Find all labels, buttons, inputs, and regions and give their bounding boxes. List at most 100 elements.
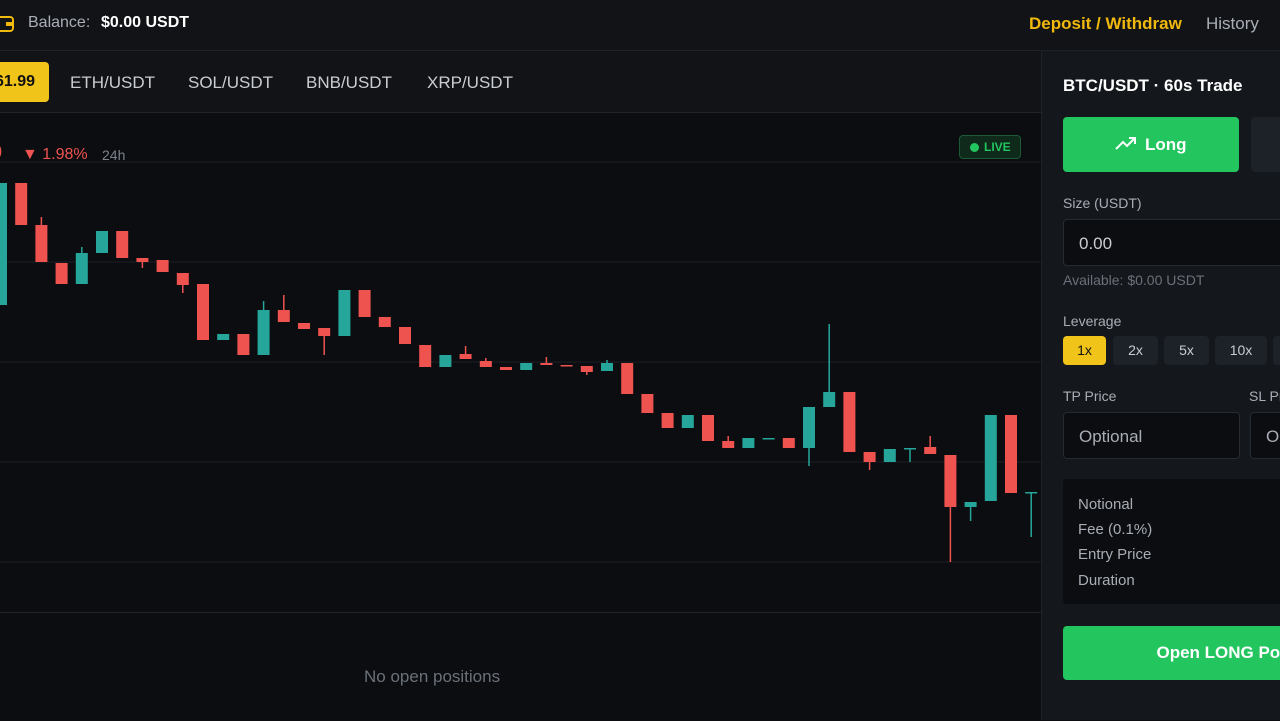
candle-body bbox=[136, 258, 149, 262]
candle-body bbox=[984, 415, 997, 501]
trend-icon bbox=[1115, 137, 1136, 150]
header: Balance: $0.00 USDT Deposit / Withdraw H… bbox=[0, 0, 1280, 51]
panel-title: BTC/USDT · 60s Trade bbox=[1063, 76, 1243, 95]
summary: Notional Fee (0.1%) Entry Price Duration bbox=[1063, 479, 1280, 604]
candle-body bbox=[399, 327, 411, 344]
leverage-option[interactable]: 5x bbox=[1164, 336, 1209, 365]
leverage-option[interactable]: 2x bbox=[1113, 336, 1158, 365]
trade-panel: BTC/USDT · 60s Trade Long Size (USDT) 0.… bbox=[1041, 51, 1280, 720]
candle-body bbox=[520, 363, 533, 370]
candle-body bbox=[75, 253, 88, 284]
candle-body bbox=[0, 183, 7, 305]
summary-item: Duration bbox=[1078, 572, 1135, 589]
price: 0 bbox=[0, 142, 2, 163]
candle-body bbox=[358, 290, 371, 317]
positions: No open positions bbox=[0, 612, 1041, 721]
wallet-icon bbox=[0, 16, 14, 32]
candle-body bbox=[782, 438, 795, 448]
candle-body bbox=[298, 323, 310, 329]
candle-body bbox=[904, 448, 916, 450]
size-input[interactable]: 0.00 bbox=[1063, 219, 1280, 266]
leverage-option[interactable]: 1x bbox=[1063, 336, 1106, 365]
tabs: 61.99 ETH/USDT SOL/USDT BNB/USDT XRP/USD… bbox=[0, 51, 1041, 113]
tp-placeholder: Optional bbox=[1079, 427, 1143, 446]
candle-body bbox=[459, 354, 472, 359]
candle-body bbox=[681, 415, 694, 428]
candle-body bbox=[217, 334, 230, 340]
balance: $0.00 USDT bbox=[101, 14, 190, 31]
candle-body bbox=[479, 361, 492, 367]
long-label: Long bbox=[1145, 135, 1187, 154]
candle-body bbox=[641, 394, 654, 413]
long-button[interactable]: Long bbox=[1063, 117, 1239, 172]
candle-body bbox=[863, 452, 876, 462]
balance-label: Balance: bbox=[28, 14, 91, 31]
tab[interactable]: SOL/USDT bbox=[188, 73, 274, 92]
candle-body bbox=[15, 183, 28, 225]
candle-body bbox=[96, 231, 108, 253]
tab-label: 61.99 bbox=[0, 73, 35, 90]
candle-body bbox=[580, 366, 593, 372]
candle-body bbox=[1025, 492, 1038, 494]
leverage-label: Leverage bbox=[1063, 313, 1122, 329]
size-label: Size (USDT) bbox=[1063, 195, 1142, 211]
tab[interactable]: ETH/USDT bbox=[70, 73, 155, 92]
history-link[interactable]: History bbox=[1206, 14, 1259, 33]
sl-placeholder: Optional bbox=[1266, 427, 1280, 446]
live-dot bbox=[970, 143, 979, 152]
candle-body bbox=[500, 367, 512, 370]
candle-body bbox=[277, 310, 290, 322]
summary-item: Fee (0.1%) bbox=[1078, 521, 1153, 538]
tab[interactable]: XRP/USDT bbox=[427, 73, 513, 92]
tab-active[interactable]: 61.99 bbox=[0, 62, 49, 102]
change: ▼ 1.98% bbox=[22, 146, 88, 163]
candle-body bbox=[197, 284, 209, 340]
short-button[interactable] bbox=[1251, 117, 1280, 172]
candle-body bbox=[621, 363, 634, 394]
size-placeholder: 0.00 bbox=[1079, 234, 1113, 253]
leverage-option[interactable] bbox=[1273, 336, 1280, 365]
leverage-option[interactable]: 10x bbox=[1215, 336, 1267, 365]
candle-body bbox=[257, 310, 270, 355]
candle-body bbox=[601, 363, 613, 371]
live-badge: LIVE bbox=[959, 135, 1021, 159]
candle-body bbox=[35, 225, 48, 262]
candle-body bbox=[176, 273, 189, 285]
candle-body bbox=[843, 392, 856, 452]
candle-body bbox=[661, 413, 674, 428]
candle-body bbox=[116, 231, 129, 258]
candle-body bbox=[944, 455, 957, 507]
sl-input[interactable]: Optional bbox=[1250, 412, 1280, 459]
summary-item: Entry Price bbox=[1078, 546, 1152, 563]
candle-body bbox=[439, 355, 452, 367]
candle-body bbox=[762, 438, 775, 440]
sl-label: SL Price bbox=[1249, 388, 1280, 404]
summary-item: Notional bbox=[1078, 496, 1134, 513]
candle-body bbox=[803, 407, 815, 448]
deposit-link[interactable]: Deposit / Withdraw bbox=[1029, 14, 1182, 33]
candle-body bbox=[560, 365, 573, 367]
candle-body bbox=[237, 334, 250, 355]
available: Available: $0.00 USDT bbox=[1063, 272, 1205, 288]
candle-body bbox=[823, 392, 836, 407]
candle-body bbox=[742, 438, 755, 448]
submit-button[interactable]: Open LONG Position bbox=[1063, 626, 1280, 680]
candle-body bbox=[1005, 415, 1017, 493]
candle-body bbox=[55, 263, 68, 284]
candle-body bbox=[156, 260, 169, 272]
candle-body bbox=[419, 345, 432, 367]
tp-label: TP Price bbox=[1063, 388, 1117, 404]
candle-body bbox=[924, 447, 937, 454]
live-label: LIVE bbox=[984, 140, 1011, 154]
period: 24h bbox=[102, 147, 126, 163]
candle-body bbox=[318, 328, 331, 336]
tp-input[interactable]: Optional bbox=[1063, 412, 1240, 459]
candle-body bbox=[540, 363, 553, 365]
candle-body bbox=[702, 415, 714, 441]
candle-body bbox=[378, 317, 391, 327]
candle-body bbox=[338, 290, 351, 336]
tab[interactable]: BNB/USDT bbox=[306, 73, 392, 92]
candle-body bbox=[722, 441, 735, 448]
empty-note: No open positions bbox=[364, 667, 501, 686]
